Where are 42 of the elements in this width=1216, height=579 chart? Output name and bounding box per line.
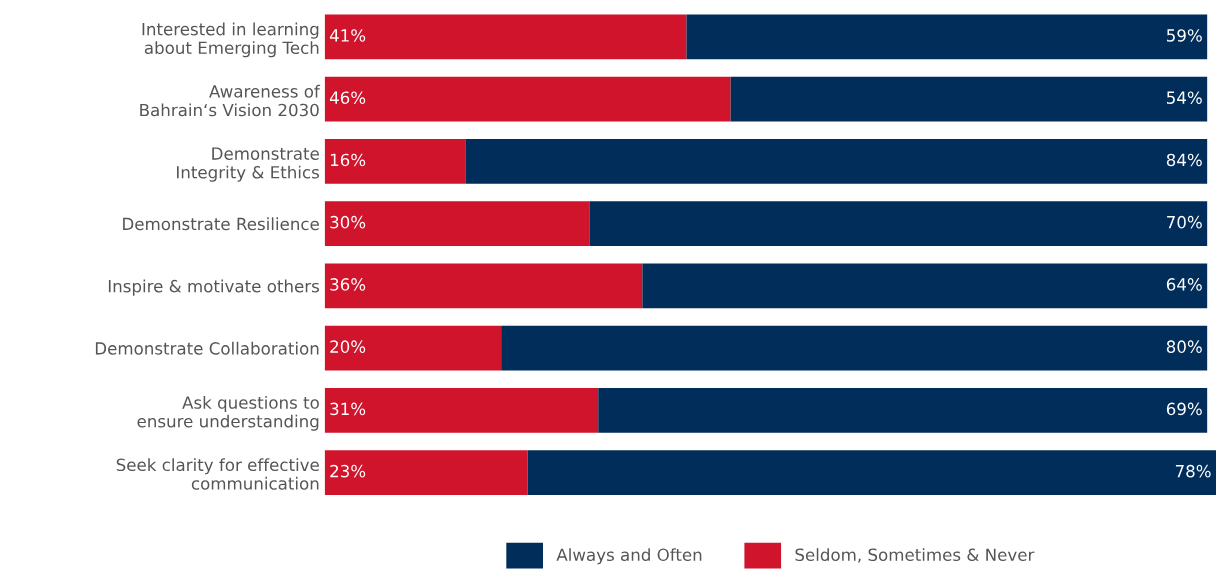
bar [324, 201, 590, 247]
bar [686, 14, 1208, 60]
bar [324, 325, 502, 371]
y-tick-label: Awareness of Bahrain‘s Vision 2030 [140, 84, 321, 117]
y-tick-label: Interested in learning about Emerging Tech [142, 22, 319, 58]
bar [642, 263, 1208, 309]
data-label: 20% [330, 340, 366, 353]
data-label: 69% [1166, 402, 1202, 416]
data-label: 78% [1175, 464, 1211, 478]
bar [324, 14, 687, 60]
bar [324, 263, 643, 309]
bar [598, 387, 1208, 433]
bar [324, 76, 731, 122]
data-label: 46% [329, 91, 366, 104]
data-label: 30% [330, 215, 366, 229]
data-label: 64% [1166, 278, 1202, 291]
data-label: 80% [1166, 340, 1202, 353]
bar [730, 76, 1208, 122]
data-label: 36% [330, 278, 366, 291]
bar [324, 138, 466, 184]
y-tick-label: Inspire & motivate others [108, 279, 319, 296]
bar [527, 450, 1216, 496]
y-tick-label: Ask questions to ensure understanding [137, 395, 319, 431]
legend-label: Seldom, Sometimes & Never [795, 548, 1035, 563]
data-label: 84% [1166, 153, 1202, 167]
y-tick-label: Demonstrate Resilience [123, 217, 319, 231]
y-tick-label: Demonstrate Integrity & Ethics [177, 147, 319, 182]
data-label: 16% [330, 153, 366, 167]
y-tick-label: Seek clarity for effective communication [116, 458, 319, 490]
data-label: 41% [329, 29, 366, 42]
data-label: 54% [1167, 91, 1202, 104]
data-label: 31% [330, 402, 366, 416]
data-label: 59% [1167, 29, 1202, 42]
data-label: 23% [330, 464, 366, 478]
bar [324, 450, 528, 496]
bar [465, 138, 1208, 184]
bar [501, 325, 1208, 371]
bar [589, 201, 1208, 247]
y-tick-label: Demonstrate Collaboration [95, 341, 319, 355]
data-label: 70% [1167, 215, 1202, 229]
bar [324, 387, 599, 433]
legend-label: Always and Often [556, 548, 702, 565]
